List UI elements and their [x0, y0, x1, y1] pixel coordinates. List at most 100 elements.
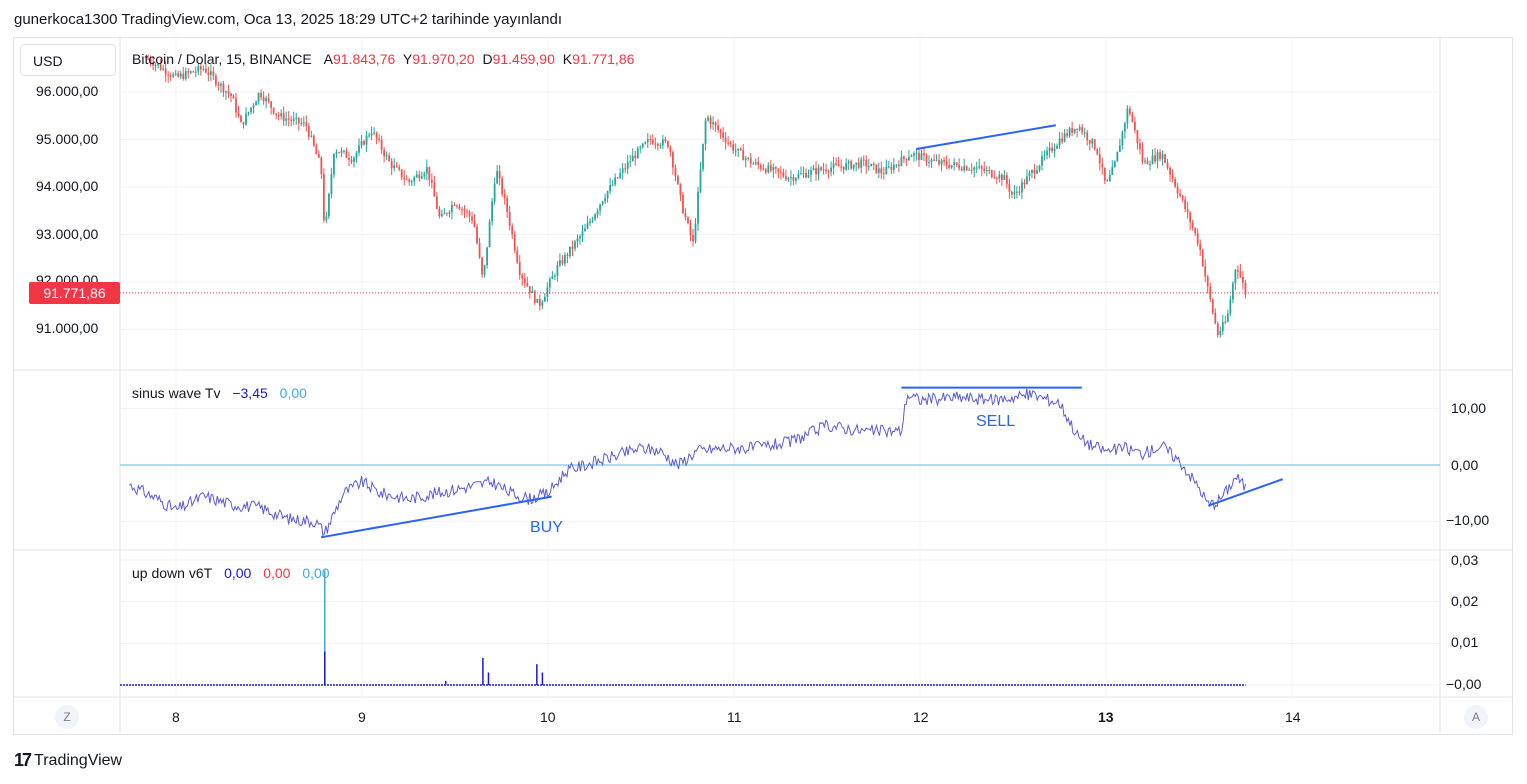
- candle-body: [855, 162, 858, 165]
- candle-body: [980, 166, 983, 169]
- candle-body: [636, 148, 639, 159]
- candle-body: [187, 71, 190, 73]
- sinus-trendline: [1207, 478, 1284, 507]
- candle-body: [456, 205, 458, 207]
- candle-body: [260, 92, 262, 98]
- candle-body: [548, 279, 551, 288]
- candle-body: [385, 155, 388, 157]
- candle-body: [506, 198, 509, 212]
- high-label: Y: [402, 51, 413, 67]
- candle-body: [1194, 227, 1197, 234]
- candle-body: [779, 171, 782, 173]
- candle-body: [596, 210, 599, 215]
- candle-body: [483, 265, 486, 275]
- sinus-tick-10: 10,00: [1451, 400, 1487, 416]
- candle-body: [586, 223, 589, 229]
- candle-body: [762, 168, 765, 170]
- footer-brand[interactable]: 17 TradingView: [14, 750, 122, 771]
- candle-body: [835, 163, 838, 165]
- candle-body: [1000, 174, 1003, 181]
- brand-name: TradingView: [34, 751, 123, 769]
- candle-body: [933, 159, 935, 161]
- candle-body: [611, 184, 614, 186]
- candle-body: [172, 74, 175, 77]
- symbol-title: Bitcoin / Dolar, 15, BINANCE: [132, 51, 312, 67]
- currency-button[interactable]: USD: [20, 44, 116, 76]
- candle-body: [433, 182, 436, 197]
- candle-body: [222, 83, 225, 93]
- candle-body: [656, 143, 659, 146]
- candle-body: [541, 301, 544, 306]
- candle-body: [453, 204, 456, 206]
- candle-body: [1234, 269, 1237, 284]
- auto-scale-button[interactable]: A: [1464, 705, 1488, 729]
- candle-body: [1196, 233, 1199, 244]
- candle-body: [797, 173, 800, 179]
- candle-body: [463, 209, 466, 212]
- candle-body: [523, 278, 526, 284]
- candle-body: [162, 68, 165, 70]
- candle-body: [860, 159, 863, 168]
- candle-body: [677, 176, 679, 184]
- candle-body: [827, 171, 830, 173]
- candle-body: [930, 159, 933, 163]
- candle-body: [958, 164, 961, 169]
- candle-body: [815, 168, 817, 175]
- candle-body: [393, 165, 396, 169]
- candle-body: [413, 177, 416, 182]
- candle-body: [985, 170, 988, 172]
- candle-body: [689, 222, 692, 236]
- candle-body: [559, 260, 561, 266]
- sinus-trendline: [320, 495, 552, 539]
- time-tick-13: 13: [1098, 709, 1114, 725]
- candle-body: [448, 212, 451, 214]
- candle-body: [714, 122, 717, 126]
- candle-body: [805, 172, 807, 178]
- candle-body: [403, 177, 406, 180]
- candle-body: [867, 166, 870, 168]
- candle-body: [1191, 222, 1194, 228]
- candle-body: [272, 107, 275, 114]
- candle-body: [1144, 160, 1146, 162]
- timezone-button[interactable]: Z: [55, 705, 79, 729]
- candle-body: [1229, 299, 1232, 314]
- candle-body: [759, 165, 762, 169]
- candle-body: [197, 66, 200, 72]
- candle-body: [1091, 139, 1094, 144]
- candle-body: [363, 141, 365, 145]
- price-tick-96000: 96.000,00: [36, 83, 99, 99]
- candle-body: [679, 183, 682, 195]
- candle-body: [360, 141, 363, 146]
- candle-body: [1021, 182, 1023, 193]
- candle-body: [626, 161, 629, 169]
- candle-body: [230, 93, 232, 97]
- candle-body: [177, 73, 180, 77]
- candle-body: [764, 169, 767, 173]
- candle-body: [270, 101, 273, 108]
- candle-body: [1216, 323, 1219, 336]
- candle-body: [1121, 131, 1124, 146]
- candle-body: [943, 160, 945, 162]
- candle-body: [157, 64, 160, 66]
- candle-body: [1201, 249, 1204, 267]
- candle-body: [290, 119, 293, 121]
- candle-body: [446, 213, 448, 215]
- candle-body: [870, 163, 873, 167]
- main-legend: Bitcoin / Dolar, 15, BINANCE A91.843,76 …: [132, 51, 638, 67]
- candle-body: [1018, 191, 1021, 193]
- candle-body: [988, 170, 991, 172]
- sell-annotation: SELL: [976, 413, 1016, 430]
- candle-body: [149, 58, 152, 63]
- candle-body: [1041, 156, 1043, 166]
- candle-body: [199, 66, 202, 70]
- candle-body: [950, 165, 953, 168]
- candle-body: [566, 254, 569, 257]
- candle-body: [795, 178, 797, 181]
- candle-body: [373, 132, 375, 134]
- candle-body: [486, 247, 488, 266]
- candle-body: [1053, 148, 1056, 152]
- candle-body: [204, 68, 207, 73]
- candle-body: [1111, 166, 1114, 175]
- candle-body: [724, 137, 727, 143]
